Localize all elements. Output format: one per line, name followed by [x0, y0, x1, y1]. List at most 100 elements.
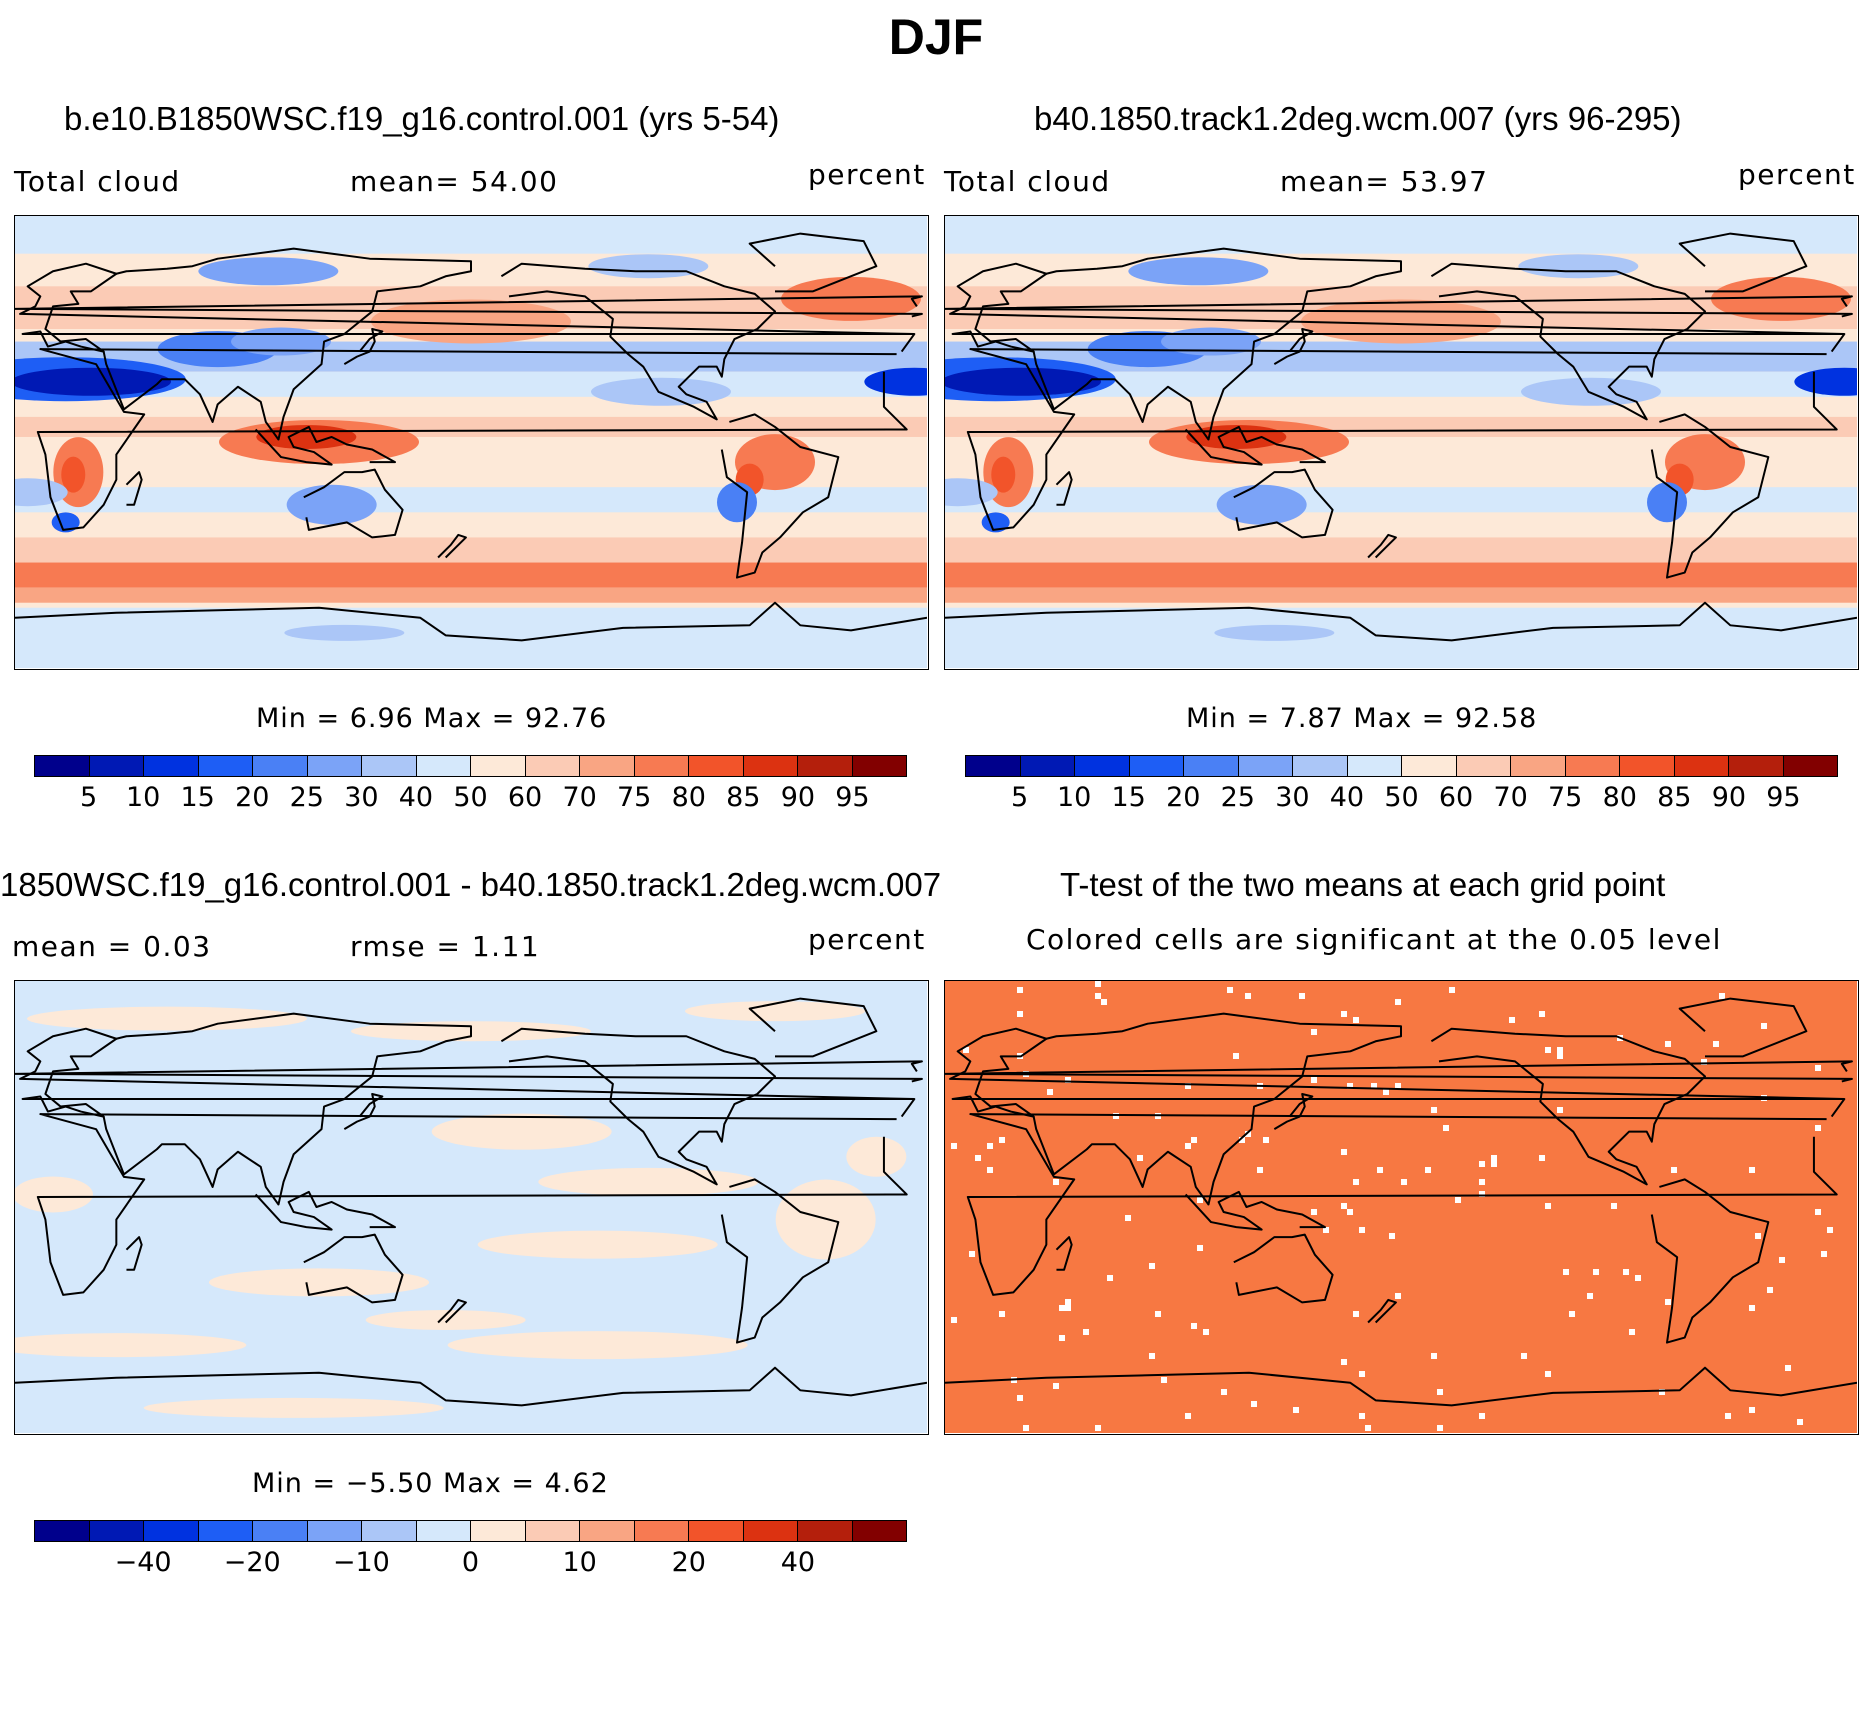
non-significant-cell [1053, 1383, 1059, 1389]
colorbar-tick-label: 50 [1384, 782, 1419, 813]
colorbar-tick-label: 75 [1548, 782, 1583, 813]
coastline-antarctica [945, 1366, 1857, 1407]
north-atlantic-cloud [781, 276, 921, 321]
non-significant-cell [1359, 1413, 1365, 1419]
non-significant-cell [1047, 1089, 1053, 1095]
non-significant-cell [1353, 1017, 1359, 1023]
non-significant-cell [1299, 993, 1305, 999]
colorbar-tick-label: 40 [1329, 782, 1365, 813]
coastline-indonesia [254, 425, 396, 466]
colorbar-cell [471, 756, 526, 776]
coastline-japan [1273, 328, 1314, 366]
coastline-australia [1233, 1233, 1334, 1304]
non-significant-cell [1611, 1203, 1617, 1209]
colorbar-cell [416, 1521, 471, 1541]
figure-title: DJF [888, 9, 984, 65]
non-significant-cell [1539, 1011, 1545, 1017]
non-significant-cell [987, 1143, 993, 1149]
positive-difference-region [685, 1001, 865, 1022]
non-significant-cell [1095, 993, 1101, 999]
non-significant-cell [1815, 1065, 1821, 1071]
contour-region [61, 456, 86, 493]
colorbar-cell [89, 1521, 144, 1541]
contour-region [1647, 482, 1687, 523]
colorbar-tick-label: 85 [726, 782, 761, 813]
positive-difference-region [846, 1136, 907, 1177]
contour-band [15, 416, 927, 437]
non-significant-cell [987, 1167, 993, 1173]
coastline-greenland [1678, 997, 1808, 1058]
coastline-uk [945, 295, 1853, 318]
panel1-colorbar [34, 755, 907, 777]
colorbar-tick-label: 0 [461, 1547, 480, 1578]
non-significant-cell [1065, 1305, 1071, 1311]
panel3-min-max: Min = −5.50 Max = 4.62 [252, 1468, 609, 1499]
non-significant-cell [975, 1155, 981, 1161]
colorbar-cell [525, 756, 580, 776]
non-significant-cell [1341, 1359, 1347, 1365]
coastline-japan [343, 1093, 384, 1131]
non-significant-cell [1311, 1077, 1317, 1083]
positive-difference-region [209, 1268, 429, 1297]
coastline-africa [966, 348, 1838, 531]
coastline-asia [1032, 247, 1402, 441]
non-significant-cell [1545, 1203, 1551, 1209]
non-significant-cell [1455, 1197, 1461, 1203]
non-significant-cell [1053, 1179, 1059, 1185]
colorbar-cell [1129, 756, 1184, 776]
non-significant-cell [1713, 1041, 1719, 1047]
non-significant-cell [1149, 1353, 1155, 1359]
contour-region [1518, 254, 1639, 279]
coastline-australia [1233, 468, 1334, 539]
non-significant-cell [1437, 1389, 1443, 1395]
non-significant-cell [1821, 1251, 1827, 1257]
positive-difference-region [365, 1310, 526, 1330]
colorbar-tick-label: 70 [1493, 782, 1528, 813]
coastline-asia [1032, 1012, 1402, 1206]
non-significant-cell [1521, 1353, 1527, 1359]
non-significant-cell [1545, 1047, 1551, 1053]
colorbar-cell [1293, 756, 1348, 776]
colorbar-cell [634, 756, 689, 776]
non-significant-cell [1557, 1053, 1563, 1059]
colorbar-tick-label: 25 [1220, 782, 1255, 813]
coastline-antarctica [15, 601, 927, 642]
significant-region [945, 981, 1857, 1433]
panel2-colorbar [965, 755, 1838, 777]
contour-band [15, 216, 927, 254]
coastline-europe [19, 262, 916, 353]
non-significant-cell [1251, 1401, 1257, 1407]
coastline-greenland [1678, 232, 1808, 293]
colorbar-cell [1347, 756, 1402, 776]
non-significant-cell [1185, 1143, 1191, 1149]
coastline-greenland [748, 997, 878, 1058]
contour-band [945, 537, 1857, 563]
panel2-units-label: percent [1738, 158, 1856, 191]
coastline-indonesia [1184, 1190, 1326, 1231]
non-significant-cell [1749, 1407, 1755, 1413]
non-significant-cell [1401, 1179, 1407, 1185]
panel4-map [944, 980, 1859, 1435]
panel1-variable-label: Total cloud [14, 165, 181, 198]
colorbar-cell [1238, 756, 1293, 776]
non-significant-cell [1371, 1083, 1377, 1089]
non-significant-cell [1395, 999, 1401, 1005]
coastline-asia [102, 1012, 472, 1206]
non-significant-cell [1095, 981, 1101, 987]
coastline-madagascar [125, 1236, 143, 1271]
non-significant-cell [1137, 1155, 1143, 1161]
non-significant-cell [1443, 1125, 1449, 1131]
colorbar-cell [1729, 756, 1784, 776]
storm-track-band [15, 562, 927, 588]
coastline-nz [1367, 533, 1397, 559]
non-significant-cell [1245, 1131, 1251, 1137]
coastlines [945, 997, 1857, 1407]
non-significant-cell [999, 1311, 1005, 1317]
colorbar-tick-label: 10 [1056, 782, 1092, 813]
coastline-europe [19, 1027, 916, 1118]
colorbar-tick-label: 10 [562, 1547, 597, 1578]
coastline-namerica [1430, 262, 1706, 421]
colorbar-tick-label: −40 [114, 1547, 172, 1578]
non-significant-cell [1725, 1413, 1731, 1419]
colorbar-cell [198, 1521, 253, 1541]
